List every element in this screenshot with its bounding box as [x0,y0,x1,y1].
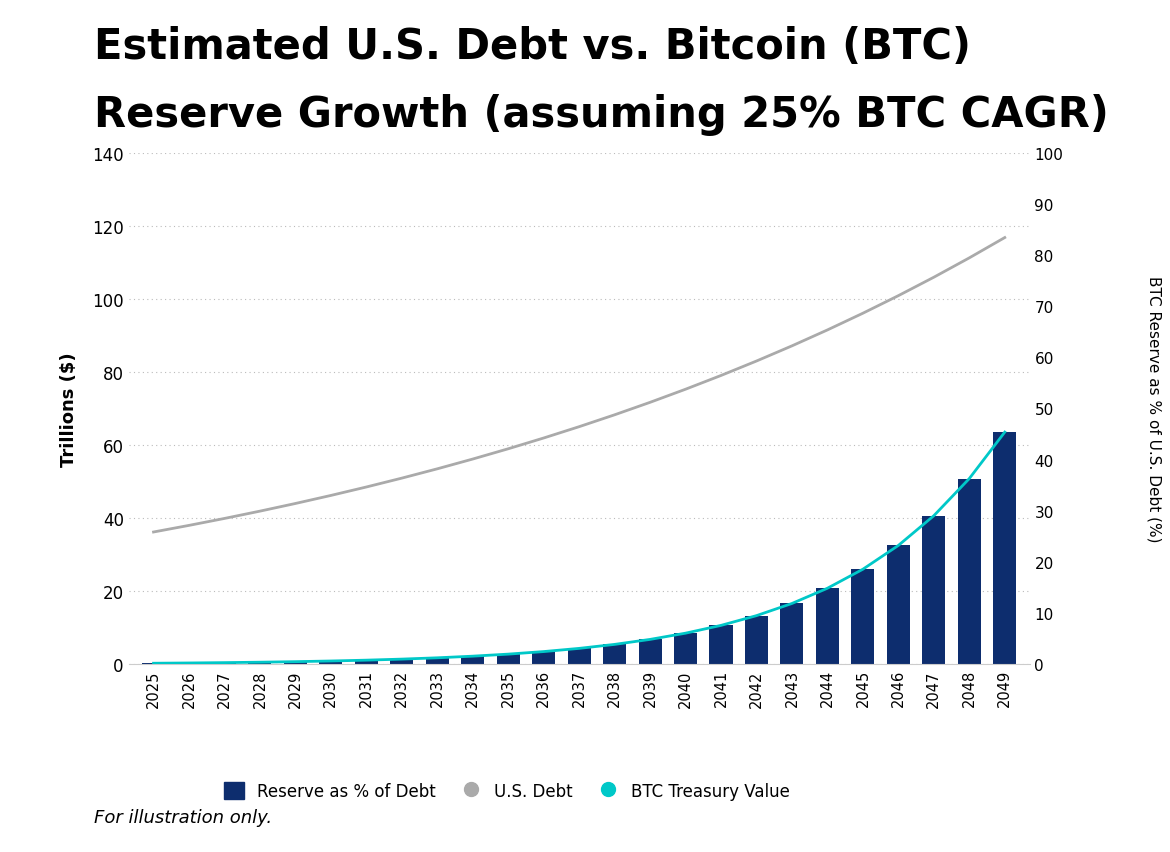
Bar [461,656,484,665]
Bar [639,640,661,665]
Bar [355,660,378,665]
Text: Estimated U.S. Debt vs. Bitcoin (BTC): Estimated U.S. Debt vs. Bitcoin (BTC) [94,26,971,67]
Bar [815,589,839,665]
Bar [852,569,874,665]
Bar [780,604,804,665]
Bar [993,433,1017,665]
Bar [178,663,200,665]
Y-axis label: Trillions ($): Trillions ($) [60,352,78,466]
Bar [248,662,271,665]
Bar [426,658,449,665]
Bar [674,633,697,665]
Bar [567,648,591,665]
Bar [497,654,519,665]
Bar [709,625,732,665]
Bar [958,479,980,665]
Legend: Reserve as % of Debt, U.S. Debt, BTC Treasury Value: Reserve as % of Debt, U.S. Debt, BTC Tre… [218,775,797,807]
Bar [922,516,945,665]
Bar [532,652,556,665]
Bar [391,659,413,665]
Bar [745,616,768,665]
Bar [887,546,910,665]
Bar [142,664,165,665]
Bar [319,661,343,665]
Y-axis label: BTC Reserve as % of U.S. Debt (%): BTC Reserve as % of U.S. Debt (%) [1147,276,1162,542]
Bar [284,662,307,665]
Bar [603,645,626,665]
Bar [213,663,236,665]
Text: Reserve Growth (assuming 25% BTC CAGR): Reserve Growth (assuming 25% BTC CAGR) [94,94,1108,135]
Text: For illustration only.: For illustration only. [94,809,271,826]
